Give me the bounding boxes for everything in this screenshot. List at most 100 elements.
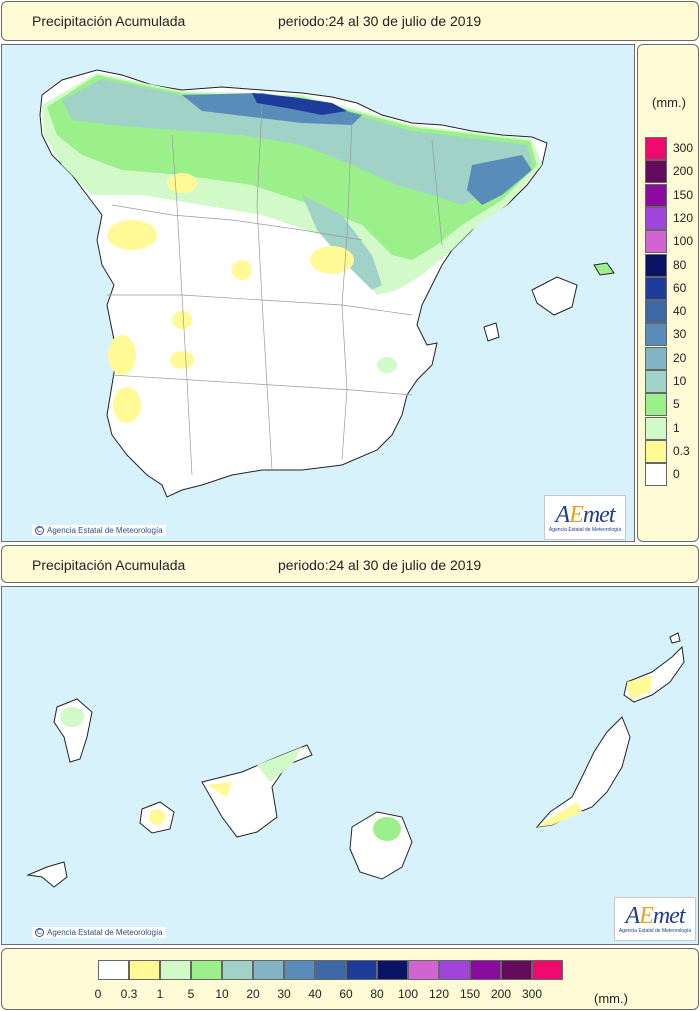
rain-patch-6 <box>172 311 192 329</box>
legend-label: 0.3 <box>120 987 138 1001</box>
legend-swatch <box>284 960 315 980</box>
credit-peninsula: C Agencia Estatal de Meteorología <box>32 525 166 536</box>
top-header: Precipitación Acumulada periodo:24 al 30… <box>1 1 699 41</box>
legend-swatch <box>645 276 667 300</box>
legend-swatch <box>501 960 532 980</box>
rain-patch-4 <box>170 351 194 369</box>
logo-e: E <box>569 501 584 528</box>
legend-unit: (mm.) <box>594 991 628 1006</box>
rain-band-60mm <box>252 93 347 115</box>
legend-swatch <box>645 346 667 370</box>
legend-swatch <box>645 137 667 160</box>
legend-swatch <box>129 960 160 980</box>
legend-label: 150 <box>673 187 694 202</box>
legend-label: 200 <box>673 164 694 179</box>
legend-label: 40 <box>673 304 687 319</box>
logo-rest: met <box>652 903 686 929</box>
legend-vertical: (mm.) 300 200 150 120 100 80 60 40 30 20 10 5 1 0.3 0 <box>637 44 699 542</box>
legend-swatch <box>645 160 667 184</box>
legend-swatch <box>315 960 346 980</box>
rain-patch-2 <box>310 246 354 274</box>
legend-label: 80 <box>370 987 384 1001</box>
canarias-period: periodo:24 al 30 de julio de 2019 <box>278 557 482 573</box>
legend-swatch <box>645 230 667 254</box>
legend-swatch <box>470 960 501 980</box>
canarias-title: Precipitación Acumulada <box>32 557 186 573</box>
legend-label: 10 <box>215 987 229 1001</box>
legend-label: 200 <box>490 987 512 1001</box>
legend-label: 100 <box>397 987 419 1001</box>
legend-swatch <box>645 206 667 230</box>
legend-label: 100 <box>673 234 694 249</box>
logo-e: E <box>639 903 654 929</box>
legend-swatch <box>191 960 222 980</box>
legend-swatch <box>645 370 667 393</box>
legend-label: 60 <box>673 280 687 295</box>
copyright-icon: C <box>35 526 44 535</box>
island-fuerteventura <box>535 716 631 828</box>
island-la-graciosa <box>669 632 681 644</box>
legend-label: 1 <box>673 420 680 435</box>
logo-subtitle: Agencia Estatal de Meteorología <box>548 526 622 533</box>
legend-label: 5 <box>187 987 195 1001</box>
legend-label: 0.3 <box>673 443 690 458</box>
legend-label: 1 <box>156 987 164 1001</box>
legend-swatch <box>645 323 667 347</box>
copyright-icon: C <box>35 928 44 937</box>
legend-swatch <box>645 463 667 487</box>
legend-swatch <box>222 960 253 980</box>
rain-band-ebro <box>302 195 382 290</box>
rain-patch-7 <box>377 357 397 373</box>
legend-label: 30 <box>277 987 291 1001</box>
legend-unit: (mm.) <box>652 95 686 110</box>
peninsula-map-drawing <box>39 69 615 498</box>
legend-label: 150 <box>459 987 481 1001</box>
legend-swatch <box>645 253 667 277</box>
legend-swatch <box>532 960 563 980</box>
credit-text: Agencia Estatal de Meteorología <box>47 928 163 937</box>
legend-label: 10 <box>673 374 687 388</box>
rain-patch-9 <box>167 173 197 193</box>
island-el-hierro <box>26 861 68 888</box>
legend-label: 120 <box>428 987 450 1001</box>
legend-horizontal: 0 0.3 1 5 10 20 30 40 60 80 100 120 150 200 300 (mm.) <box>1 948 699 1010</box>
legend-label: 20 <box>246 987 260 1001</box>
legend-swatch <box>98 960 129 980</box>
top-title: Precipitación Acumulada <box>32 13 186 29</box>
legend-swatch <box>253 960 284 980</box>
legend-swatch <box>645 393 667 417</box>
legend-label: 5 <box>673 397 680 412</box>
legend-swatch <box>408 960 439 980</box>
logo-a: A <box>625 903 641 929</box>
legend-swatch <box>645 439 667 463</box>
legend-swatch <box>160 960 191 980</box>
legend-label: 80 <box>673 257 687 272</box>
rain-band-catalonia <box>467 155 532 205</box>
credit-canarias: C Agencia Estatal de Meteorología <box>32 927 166 938</box>
legend-label: 300 <box>521 987 543 1001</box>
rain-patch-1 <box>107 220 157 250</box>
legend-label: 0 <box>94 987 102 1001</box>
legend-swatch <box>645 416 667 440</box>
rain-patch-8 <box>232 260 252 280</box>
rain-band-10mm <box>62 79 532 205</box>
legend-label: 120 <box>673 210 694 225</box>
logo-subtitle: Agencia Estatal de Meteorología <box>618 928 692 934</box>
legend-swatch <box>377 960 408 980</box>
aemet-logo: AEmet Agencia Estatal de Meteorología <box>614 897 696 941</box>
canarias-map: C Agencia Estatal de Meteorología AEmet … <box>1 586 699 945</box>
ibiza <box>483 322 500 342</box>
canarias-map-drawing <box>26 632 685 888</box>
legend-label: 300 <box>673 141 694 155</box>
legend-label: 60 <box>339 987 353 1001</box>
aemet-logo: AEmet Agencia Estatal de Meteorología <box>544 495 626 540</box>
logo-a: A <box>555 501 571 528</box>
canarias-header: Precipitación Acumulada periodo:24 al 30… <box>1 545 699 583</box>
menorca <box>593 262 615 276</box>
legend-label: 0 <box>673 467 680 482</box>
mallorca <box>531 276 578 316</box>
legend-label: 30 <box>673 327 687 342</box>
legend-swatch <box>645 300 667 324</box>
legend-swatch <box>439 960 470 980</box>
logo-rest: met <box>582 501 616 528</box>
